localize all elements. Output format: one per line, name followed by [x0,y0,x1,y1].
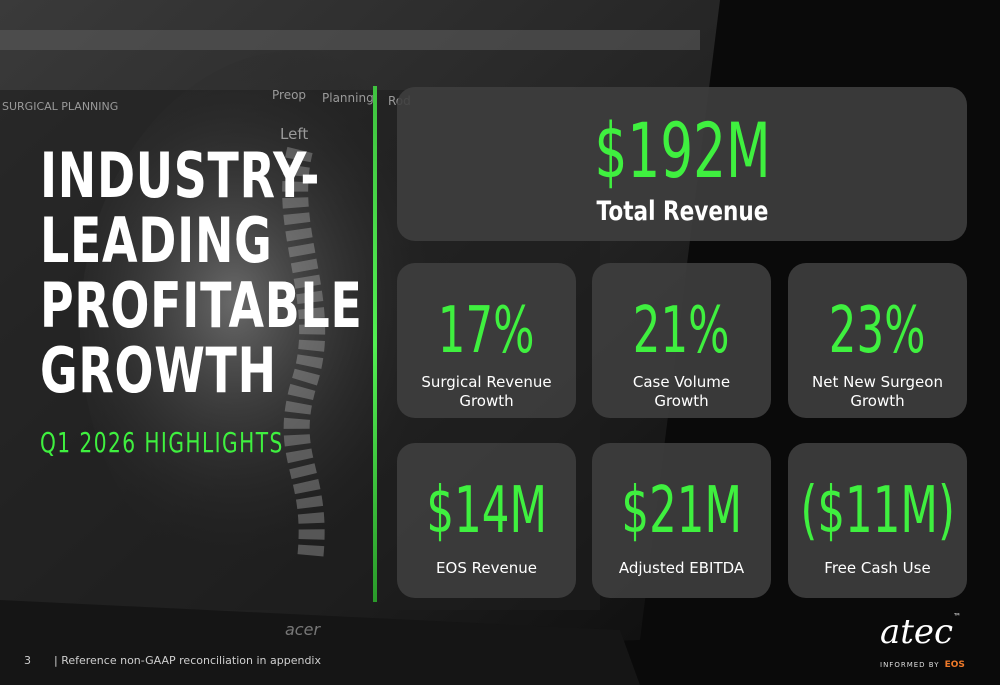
metric-card: ($11M) Free Cash Use [788,443,967,598]
view-label: Left [280,125,309,143]
metric-label: Free Cash Use [824,559,931,577]
metric-value: $21M [621,474,742,548]
metric-value: 21% [633,294,730,368]
metric-value: 17% [438,294,535,368]
logo-tm: ™ [953,612,962,621]
brand: acer [285,620,321,639]
metric-card: 23% Net New Surgeon Growth [788,263,967,418]
metric-label: EOS Revenue [436,559,537,577]
tab: Planning [322,91,374,105]
metric-card: 21% Case Volume Growth [592,263,771,418]
logo-mark: atec [880,612,954,652]
title-line: LEADING [40,204,273,277]
metric-card: 17% Surgical Revenue Growth [397,263,576,418]
metric-label: Surgical Revenue Growth [421,373,552,410]
footnote: | Reference non-GAAP reconciliation in a… [54,654,321,667]
logo-tagline-brand: EOS [944,660,965,670]
metric-value: $192M [593,106,771,195]
page-number: 3 [24,654,31,667]
divider [373,86,377,602]
metric-value: 23% [829,294,926,368]
metric-label: Total Revenue [596,196,768,227]
title-line: GROWTH [40,334,277,407]
title-line: INDUSTRY- [40,139,321,212]
metric-label: Case Volume Growth [632,373,731,410]
metric-value: ($11M) [800,474,955,548]
metric-value: $14M [426,474,547,548]
metric-label: Net New Surgeon Growth [812,373,943,410]
tab: Preop [272,88,307,102]
title-line: PROFITABLE [40,269,363,342]
metric-card: $14M EOS Revenue [397,443,576,598]
metric-label: Adjusted EBITDA [618,559,745,577]
metric-card: $21M Adjusted EBITDA [592,443,771,598]
logo-tagline: INFORMED BY [880,661,940,669]
logo: atec™ INFORMED BY EOS [880,612,970,671]
panel-title: SURGICAL PLANNING [2,100,119,113]
subtitle: Q1 2026 HIGHLIGHTS [40,426,284,459]
hero-card: $192M Total Revenue [397,87,967,241]
